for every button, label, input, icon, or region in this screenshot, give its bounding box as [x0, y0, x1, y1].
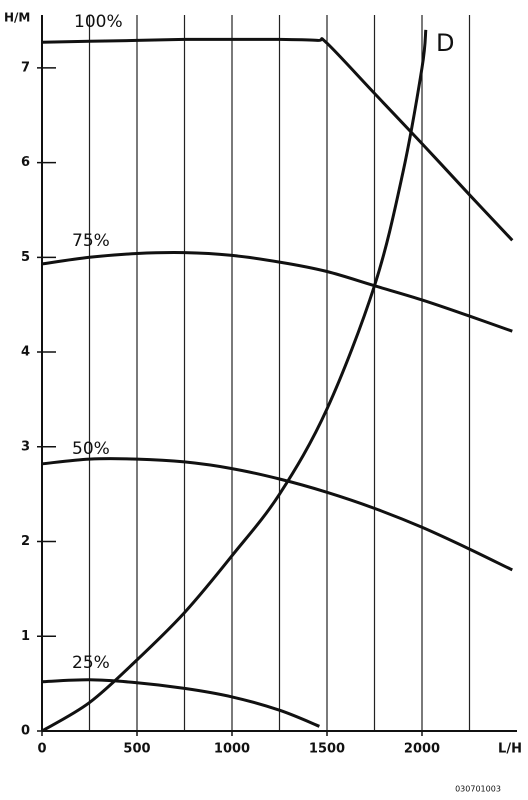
y-tick-label: 2 — [21, 534, 30, 549]
x-axis-label: L/H — [498, 742, 522, 757]
x-tick-label: 0 — [37, 742, 46, 757]
y-tick-label: 5 — [21, 250, 30, 265]
y-tick-label: 6 — [21, 155, 30, 170]
curve — [41, 457, 513, 572]
curve — [41, 251, 513, 333]
curve-label: 50% — [72, 439, 110, 459]
y-tick-label: 4 — [21, 345, 30, 360]
curve — [41, 37, 514, 242]
x-tick-label: 500 — [123, 742, 150, 757]
y-tick-label: 0 — [21, 724, 30, 739]
x-tick-label: 1000 — [214, 742, 250, 757]
y-tick-label: 3 — [21, 439, 30, 454]
y-tick-label: 7 — [21, 60, 30, 75]
y-axis-label: H/M — [4, 11, 30, 25]
curve-label: 100% — [74, 12, 123, 32]
curve-label: 75% — [72, 231, 110, 251]
curve-label: 25% — [72, 653, 110, 673]
curve-label: D — [436, 29, 454, 57]
y-tick-label: 1 — [21, 629, 30, 644]
footer-code: 030701003 — [455, 785, 501, 794]
curve — [41, 29, 428, 733]
curve — [41, 678, 320, 728]
x-tick-label: 2000 — [404, 742, 440, 757]
x-tick-label: 1500 — [309, 742, 345, 757]
